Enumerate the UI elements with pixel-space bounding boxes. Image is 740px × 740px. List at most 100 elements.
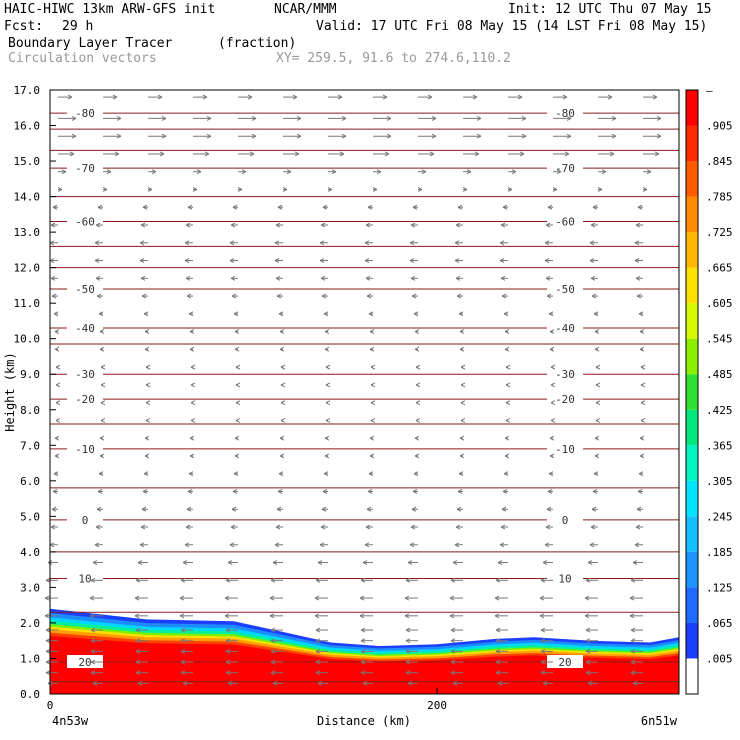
wind-vector-head [411,293,417,299]
wind-vector-head [365,275,371,281]
wind-vector-head [634,542,640,548]
wind-vector-head [500,222,506,228]
colorbar-frame [685,89,699,695]
wind-vector-head [249,151,255,157]
isotherm-label-bg [547,367,583,381]
wind-vector-head [593,471,599,477]
wind-vector-head [504,453,510,459]
colorbar-swatch [686,445,698,481]
wind-vector-head [96,506,102,512]
y-tick-label: 13.0 [14,226,41,239]
isotherm-label: 10 [558,573,571,586]
wind-vector-head [189,329,195,335]
wind-vector-head [144,453,150,459]
wind-vector-head [94,542,100,548]
wind-vector-head [319,240,325,246]
wind-vector-head [135,577,141,583]
wind-vector-head [545,524,551,530]
wind-vector-head [640,382,646,388]
wind-vector-head [159,151,165,157]
wind-vector-head [452,560,458,565]
wind-vector-head [544,240,550,246]
isotherm-lines: -80 -80-70 -70-60 -60-50 -50-40 -40-30 -30-20-… [50,106,679,683]
wind-vector-head [456,293,462,299]
wind-vector-head [71,133,77,139]
wind-vector-head [315,648,321,654]
wind-vector-head [630,648,636,654]
colorbar-swatch [686,622,698,659]
wind-vector-head [140,222,146,228]
wind-vector-head [224,613,230,619]
y-tick-label: 14.0 [14,191,41,204]
plot-frame [49,89,680,695]
wind-vector-head [324,329,330,335]
wind-vector-head [231,293,237,299]
wind-vector-head [545,275,551,281]
colorbar-label: .785 [706,191,733,204]
wind-vector-head [280,417,286,423]
y-tick-label: 6.0 [20,475,40,488]
wind-vector-head [341,133,347,139]
wind-vector-head [324,346,330,352]
wind-vector-head [369,329,375,335]
wind-vector-head [99,346,105,352]
isotherm-label: -60 [555,215,575,228]
wind-vector-head [540,638,546,644]
wind-vector-head [630,638,636,644]
wind-vector-head [90,659,96,665]
wind-vector-head [405,577,411,583]
wind-vector-head [327,187,333,192]
wind-vector-head [142,204,148,210]
wind-vector-head [53,471,59,477]
wind-vector-head [137,680,143,686]
y-tick-label: 12.0 [14,262,41,275]
wind-vector-head [182,680,188,686]
wind-vector-head [55,417,61,423]
wind-vector-head [597,187,603,192]
colorbar-label: .245 [706,510,733,523]
wind-vector-head [584,613,590,619]
wind-vector-head [360,670,366,676]
wind-vector-head [141,506,147,512]
wind-vector-head [635,275,641,281]
wind-vector-head [589,542,595,548]
isotherm-label-bg [67,321,103,335]
wind-vector-head [549,329,555,335]
wind-vector-head [51,506,57,512]
wind-vector-head [134,613,140,619]
wind-vector-head [277,204,283,210]
wind-vector-head [362,560,368,565]
wind-vector-head [547,204,553,210]
wind-vector-head [179,595,185,601]
wind-vector-head [317,680,323,686]
wind-vector-head [49,542,55,548]
wind-vector-head [386,115,392,121]
isotherm-label: -70 [75,162,95,175]
wind-vector-head [519,151,525,157]
wind-vector-head [500,524,506,530]
wind-vector-head [145,364,151,370]
wind-vector-head [630,577,636,583]
wind-vector-head [235,417,241,423]
wind-vector-head [98,311,104,317]
colorbar-swatch [686,267,698,304]
wind-vector-head [409,542,415,548]
wind-vector-head [585,577,591,583]
xy-range: XY= 259.5, 91.6 to 274.6,110.2 [276,51,511,66]
wind-vector-head [457,489,463,494]
wind-vector-head [550,400,556,406]
wind-vector-head [278,471,284,477]
colorbar-swatch [686,338,698,375]
wind-vector-head [279,329,285,335]
wind-vector-head [460,364,466,370]
isotherm-label-bg [547,161,583,175]
wind-vector-head [505,400,511,406]
wind-vector-head [50,524,56,530]
wind-vector-head [251,115,257,121]
wind-vector-head [476,133,482,139]
wind-vector-head [270,627,276,633]
wind-vector-head [184,542,190,548]
wind-vector-head [411,506,417,512]
wind-vector-head [100,382,106,388]
